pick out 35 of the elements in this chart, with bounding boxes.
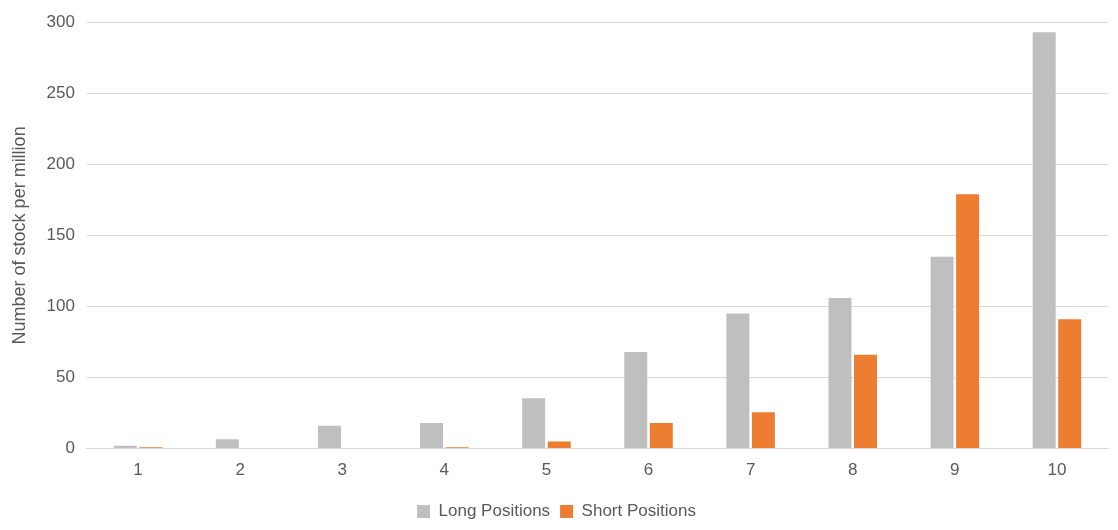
bar [956,194,980,449]
y-tick-label: 100 [46,296,75,316]
bar [726,313,750,449]
x-tick-label: 5 [541,460,552,480]
bar [420,423,444,449]
bar [1032,32,1056,449]
x-tick-label: 10 [1047,460,1067,480]
y-tick-label: 200 [46,154,75,174]
bar [828,297,852,449]
x-tick-label: 2 [235,460,245,480]
x-tick-label: 1 [133,460,143,480]
bar [317,425,341,449]
y-tick-label: 300 [46,11,75,31]
bar [751,412,775,449]
bar [649,423,673,449]
x-tick-label: 7 [745,460,756,480]
x-tick-label: 3 [337,460,347,480]
bar [624,351,648,449]
x-tick-label: 6 [643,460,654,480]
y-tick-label: 250 [46,82,75,102]
bar [215,439,239,449]
y-tick-label: 0 [65,438,75,458]
y-axis-title: Number of stock per million [8,126,29,345]
bar [547,441,571,449]
bar [930,256,954,449]
x-tick-label: 4 [439,460,450,480]
legend-label: Long Positions [438,501,551,521]
y-tick-label: 150 [46,225,75,245]
legend-label: Short Positions [581,501,696,521]
bar [854,354,877,449]
bar [522,398,546,449]
x-tick-label: 9 [950,460,960,480]
bar [1058,319,1082,449]
y-tick-label: 50 [56,367,75,387]
x-tick-label: 8 [848,460,858,480]
